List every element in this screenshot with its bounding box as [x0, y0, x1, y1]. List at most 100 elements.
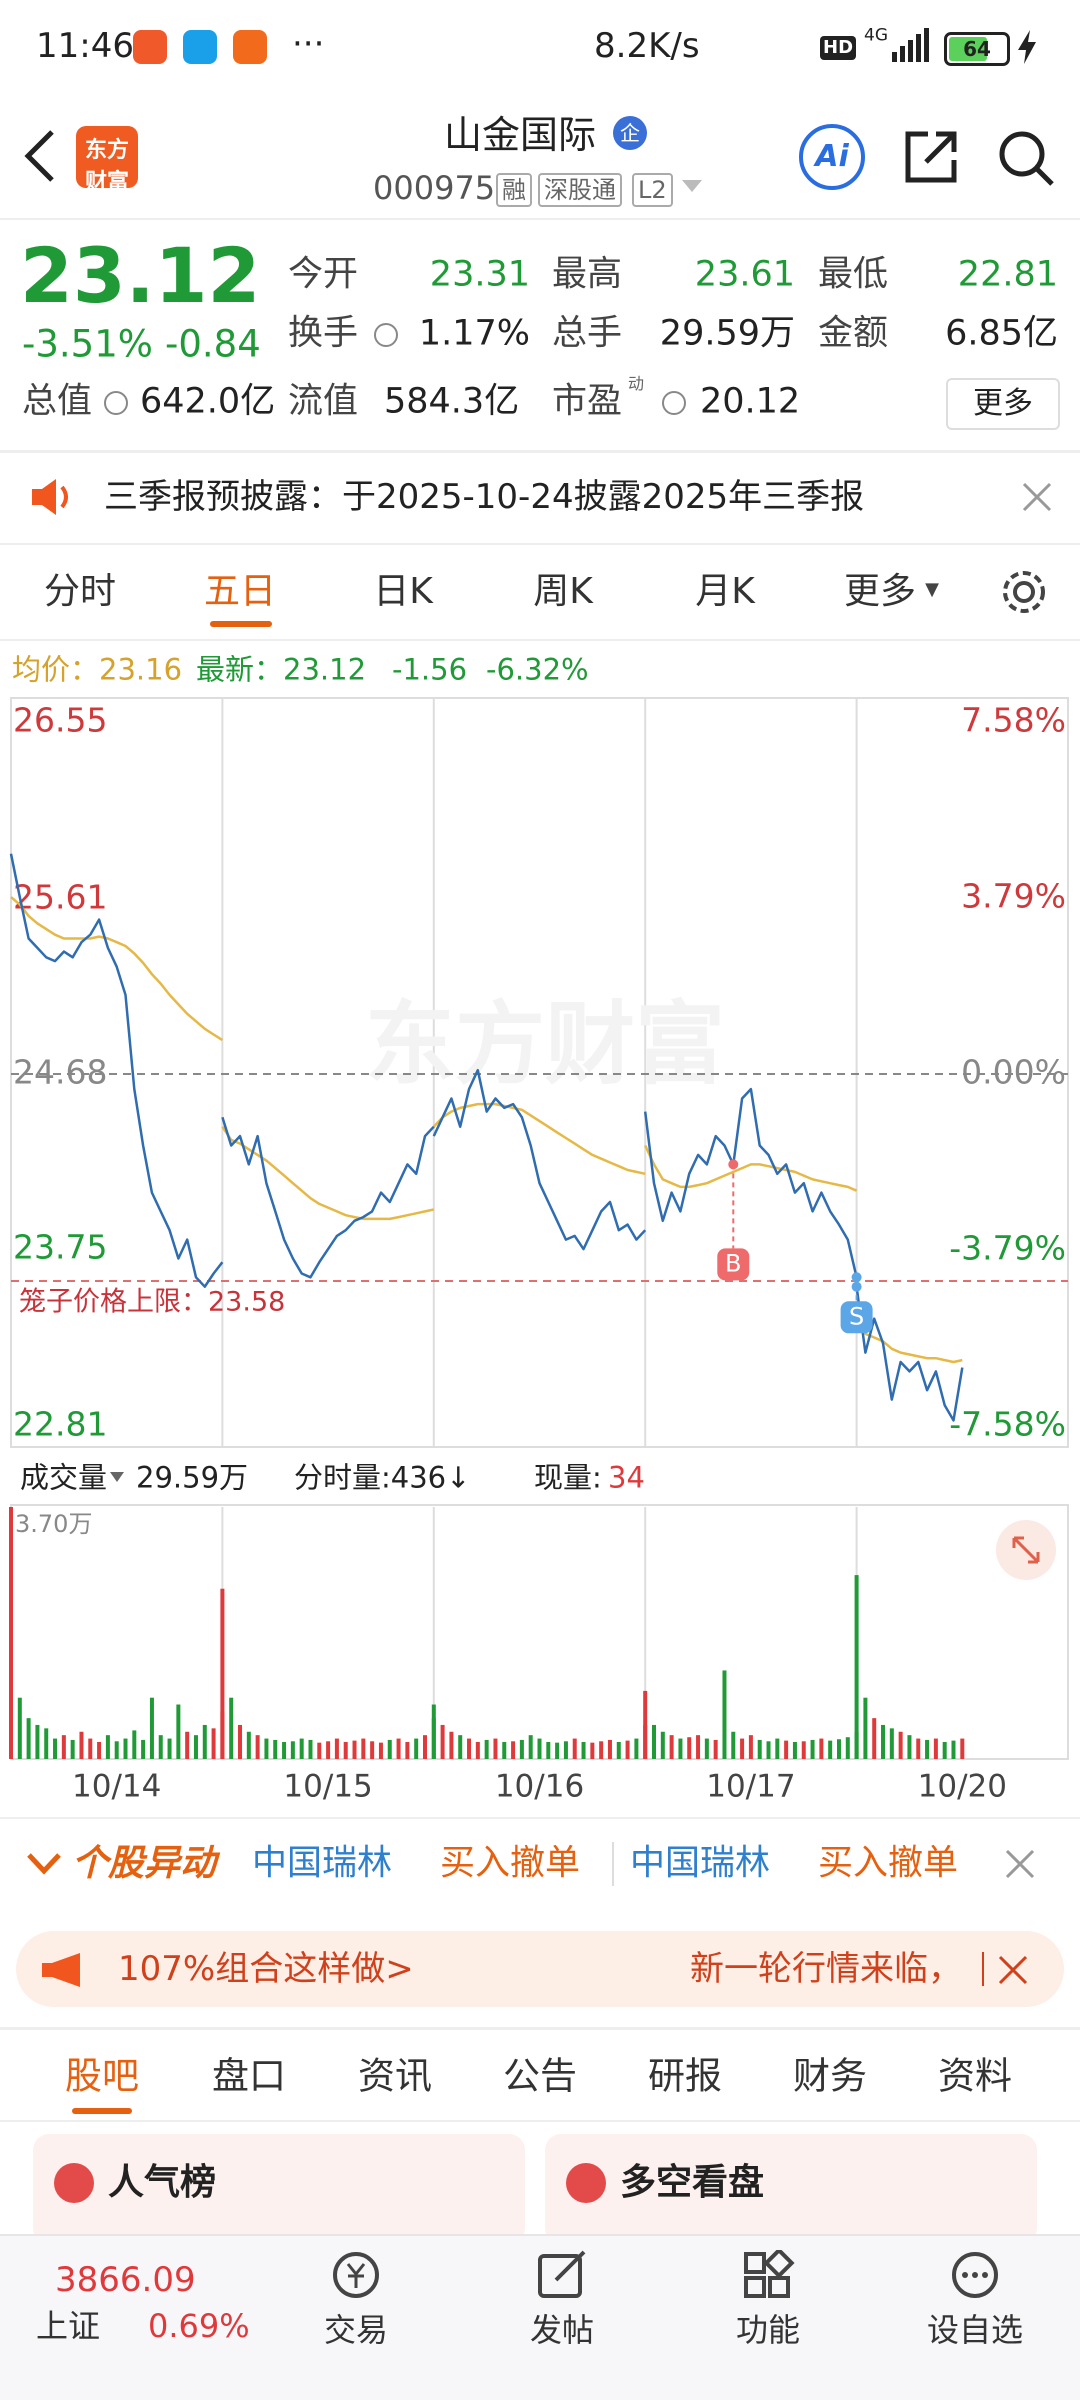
y-tick-label: 24.68	[13, 1053, 107, 1092]
five-day-change: -1.56	[392, 652, 468, 687]
volume-bar	[713, 1739, 718, 1759]
more-button[interactable]: 更多	[946, 378, 1060, 430]
notice-text[interactable]: 三季报预披露：于2025-10-24披露2025年三季报	[104, 477, 865, 517]
nav-label[interactable]: 设自选	[926, 2311, 1024, 2349]
index-change[interactable]: 0.69%	[148, 2307, 250, 2345]
share-button[interactable]	[902, 128, 960, 186]
alert-type[interactable]: 买入撤单	[440, 1843, 581, 1884]
ad-text[interactable]: 107%组合这样做>	[118, 1949, 414, 1989]
volume-label[interactable]: 成交量	[20, 1460, 108, 1495]
chevron[interactable]	[26, 1852, 62, 1876]
volume-bar	[343, 1741, 348, 1759]
alert-stock[interactable]: 中国瑞林	[630, 1843, 771, 1884]
volume-bar	[378, 1742, 383, 1759]
info-icon[interactable]	[104, 391, 128, 415]
alert-stock[interactable]: 中国瑞林	[252, 1843, 393, 1884]
volume-bar	[599, 1741, 604, 1759]
info-icon[interactable]	[374, 323, 398, 347]
period-tab[interactable]: 周K	[533, 571, 593, 612]
watchlist-icon[interactable]	[945, 2250, 1005, 2300]
volume-bar	[687, 1737, 692, 1759]
period-tab[interactable]: 五日	[203, 571, 277, 612]
price-line	[221, 1116, 435, 1279]
ai-button[interactable]: Ai	[799, 124, 865, 190]
volume-bar	[220, 1588, 225, 1759]
card-title[interactable]: 人气榜	[108, 2162, 217, 2203]
period-tab[interactable]: 更多	[843, 571, 917, 612]
field-label: 换手	[288, 313, 359, 354]
status-more: ···	[292, 24, 325, 64]
y-tick-label: 22.81	[13, 1405, 107, 1444]
volume-bar	[792, 1741, 797, 1759]
signal-icon	[892, 28, 929, 62]
card[interactable]	[33, 2134, 525, 2244]
volume-bar	[44, 1728, 49, 1759]
volume-bar	[951, 1740, 956, 1759]
divider	[0, 639, 1080, 641]
close-button[interactable]	[998, 1955, 1028, 1985]
speaker-icon	[32, 479, 68, 515]
volume-bar	[925, 1739, 930, 1759]
close-button[interactable]	[1022, 482, 1052, 512]
volume-bar	[916, 1738, 921, 1759]
content-tab[interactable]: 股吧	[65, 2054, 139, 2098]
content-tab[interactable]: 资料	[938, 2054, 1012, 2098]
post-icon[interactable]	[532, 2250, 592, 2300]
five-day-chart: 东方财富 26.55 25.61 24.68 23.75 22.81 7.58% 3.79% 0…	[9, 697, 1069, 1805]
volume-bar	[784, 1740, 789, 1759]
volume-bar	[282, 1741, 287, 1759]
volume-bar	[70, 1739, 75, 1759]
app-logo[interactable]: 东方 财富	[76, 126, 138, 195]
ad-text[interactable]: 新一轮行情来临，	[690, 1949, 962, 1989]
content-tab[interactable]: 研报	[648, 2054, 722, 2098]
volume-bar	[563, 1741, 568, 1759]
trade-icon[interactable]	[326, 2250, 386, 2300]
content-tab[interactable]: 财务	[793, 2054, 867, 2098]
card[interactable]	[545, 2134, 1037, 2244]
dropdown-caret[interactable]	[110, 1472, 124, 1484]
function-icon[interactable]	[738, 2250, 798, 2300]
content-tab[interactable]: 盘口	[212, 2054, 286, 2098]
volume-bar	[97, 1741, 102, 1759]
volume-bar	[79, 1731, 84, 1759]
content-tab[interactable]: 公告	[503, 2054, 577, 2098]
dropdown-caret[interactable]: ▼	[925, 579, 939, 600]
volume-bar	[537, 1738, 542, 1759]
index-value[interactable]: 3866.09	[55, 2260, 196, 2300]
field-label: 市盈	[552, 381, 623, 422]
volume-bar	[35, 1724, 40, 1759]
back-button[interactable]	[18, 128, 62, 184]
nav-label[interactable]: 发帖	[529, 2311, 595, 2349]
volume-bar	[467, 1738, 472, 1759]
alert-type[interactable]: 买入撤单	[818, 1843, 959, 1884]
period-tab[interactable]: 日K	[373, 571, 433, 612]
content-tab[interactable]: 资讯	[358, 2054, 432, 2098]
info-icon[interactable]	[662, 391, 686, 415]
dropdown-caret[interactable]	[682, 180, 702, 194]
field-label: 今开	[288, 254, 359, 295]
volume-frame	[10, 1504, 1069, 1760]
index-name[interactable]: 上证	[36, 2307, 101, 2345]
y-tick-label: 25.61	[13, 877, 107, 916]
volume-bar	[775, 1738, 780, 1759]
ad-banner[interactable]	[16, 1931, 1064, 2007]
divider	[0, 450, 1080, 453]
close-button[interactable]	[1005, 1849, 1035, 1879]
volume-bar	[766, 1741, 771, 1759]
volume-bar	[546, 1741, 551, 1759]
volume-bar	[273, 1739, 278, 1759]
period-tab[interactable]: 月K	[695, 571, 755, 612]
volume-bar	[484, 1739, 489, 1759]
nav-label[interactable]: 交易	[323, 2311, 389, 2349]
card-title[interactable]: 多空看盘	[620, 2162, 765, 2203]
net-speed: 8.2K/s	[594, 26, 700, 66]
tag: 深股通	[538, 173, 622, 207]
network: 4G	[864, 25, 888, 46]
period-tab[interactable]: 分时	[43, 571, 117, 612]
volume-bar	[431, 1704, 436, 1759]
settings-button[interactable]	[1000, 568, 1048, 616]
volume-bar	[828, 1740, 833, 1759]
search-button[interactable]	[996, 128, 1056, 188]
nav-label[interactable]: 功能	[735, 2311, 801, 2349]
